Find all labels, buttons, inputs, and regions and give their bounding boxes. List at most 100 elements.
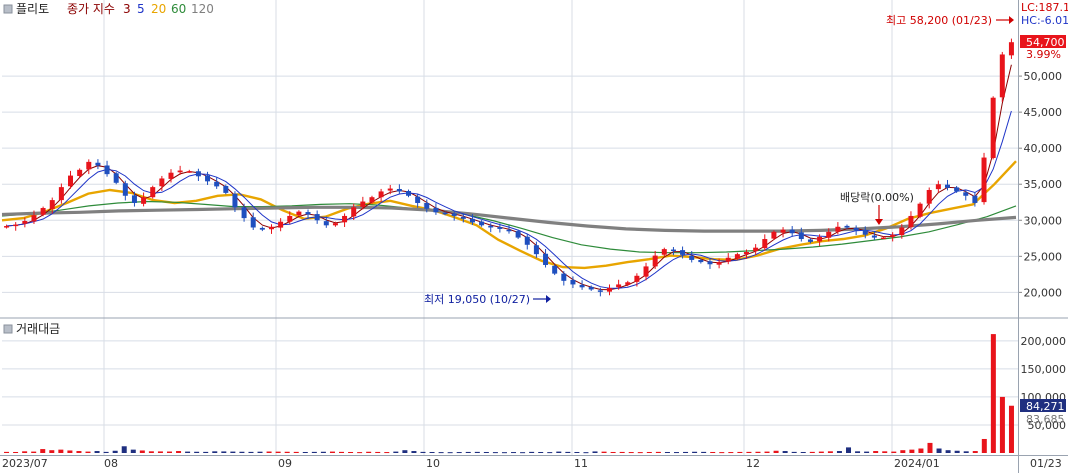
volume-bar — [981, 438, 987, 453]
panel-collapse-icon[interactable] — [3, 324, 13, 334]
x-tick-label: 08 — [104, 457, 118, 470]
legend-ma-20: 20 — [151, 2, 166, 16]
candle-body — [323, 221, 329, 226]
volume-bar — [556, 451, 562, 453]
candle-body — [698, 259, 704, 263]
hc-label: HC:-6.01 — [1021, 14, 1068, 27]
volume-bar — [683, 451, 689, 453]
candle-body — [524, 236, 530, 245]
volume-bar — [311, 451, 317, 453]
candle-body — [807, 239, 813, 242]
candle-body — [771, 231, 777, 239]
candle-body — [497, 227, 503, 229]
volume-bar — [275, 451, 281, 453]
candle-body — [680, 250, 686, 255]
panel-title: 플리토 — [16, 2, 49, 16]
volume-bar — [719, 452, 725, 454]
candle-body — [122, 183, 128, 196]
dividend-annotation: 배당락(0.00%) — [840, 191, 914, 225]
candle-body — [396, 188, 402, 192]
volume-bar — [411, 451, 417, 453]
candle-body — [214, 181, 220, 187]
volume-bar — [737, 451, 743, 453]
candle-body — [561, 273, 567, 281]
candle-body — [159, 178, 165, 187]
candle-body — [890, 234, 896, 237]
x-tick-label: 12 — [746, 457, 760, 470]
panel-collapse-icon[interactable] — [3, 4, 13, 14]
candle-body — [241, 207, 247, 219]
candle-body — [13, 224, 19, 227]
time-axis: 2023/07 08 09 10 11 12 2024/01 01/23 — [2, 457, 1062, 470]
volume-bar — [375, 451, 381, 453]
candle-body — [442, 212, 448, 215]
candle-body — [296, 211, 302, 216]
candle-body — [58, 187, 64, 201]
volume-bar — [438, 452, 444, 454]
legend-ma-60: 60 — [171, 2, 186, 16]
candle-body — [131, 195, 137, 203]
volume-bar — [945, 450, 951, 453]
volume-bar — [185, 451, 191, 453]
candle-body — [597, 290, 603, 292]
volume-bar — [465, 451, 471, 453]
volume-bar — [836, 451, 842, 453]
volume-bar — [855, 451, 861, 453]
candle-body — [835, 226, 841, 232]
candle-body — [469, 218, 475, 223]
candle-body — [871, 235, 877, 238]
volume-bar — [710, 451, 716, 453]
y-tick-label: 45,000 — [1024, 106, 1063, 119]
volume-bar — [429, 451, 435, 453]
volume-bar — [511, 452, 517, 454]
volume-bar — [791, 451, 797, 453]
candle-body — [223, 185, 229, 193]
volume-bar — [746, 451, 752, 453]
candle-body — [479, 221, 485, 226]
candle-body — [488, 225, 494, 228]
candle-body — [4, 226, 10, 228]
candle-body — [917, 203, 923, 217]
x-tick-label: 01/23 — [1030, 457, 1062, 470]
candle-body — [95, 162, 101, 166]
y-tick-label: 25,000 — [1024, 250, 1063, 263]
y-tick-label: 30,000 — [1024, 214, 1063, 227]
volume-bar — [501, 452, 507, 454]
arrow-down-icon — [875, 219, 883, 225]
y-tick-label: 40,000 — [1024, 142, 1063, 155]
x-tick-label: 2023/07 — [2, 457, 48, 470]
y-tick-label: 35,000 — [1024, 178, 1063, 191]
volume-bar — [76, 451, 82, 453]
volume-bar — [157, 451, 163, 453]
volume-bar — [366, 451, 372, 453]
candle-body — [543, 253, 549, 265]
candle-body — [670, 249, 676, 252]
candle-body — [789, 229, 795, 234]
volume-bar — [592, 451, 598, 453]
candle-body — [195, 171, 201, 177]
legend-ma-3: 3 — [123, 2, 131, 16]
last-volume-badge — [1020, 399, 1066, 412]
volume-bar — [58, 449, 64, 453]
candle-body — [433, 207, 439, 213]
candle-body — [753, 247, 759, 252]
candle-body — [533, 245, 539, 255]
volume-bar — [348, 451, 354, 453]
volume-bar — [583, 452, 589, 454]
candle-body — [634, 275, 640, 282]
candle-body — [168, 172, 174, 179]
volume-bars — [4, 334, 1014, 454]
x-tick-label: 09 — [278, 457, 292, 470]
x-tick-label: 2024/01 — [894, 457, 940, 470]
candle-body — [734, 254, 740, 259]
volume-bar — [483, 451, 489, 453]
change-pct: 3.99% — [1026, 48, 1061, 61]
volume-tick-label: 200,000 — [1021, 335, 1067, 348]
volume-bar — [266, 451, 272, 453]
volume-bar — [447, 452, 453, 454]
candle-body — [378, 191, 384, 198]
candle-body — [342, 215, 348, 223]
volume-bar — [782, 451, 788, 453]
y-tick-label: 20,000 — [1024, 286, 1063, 299]
